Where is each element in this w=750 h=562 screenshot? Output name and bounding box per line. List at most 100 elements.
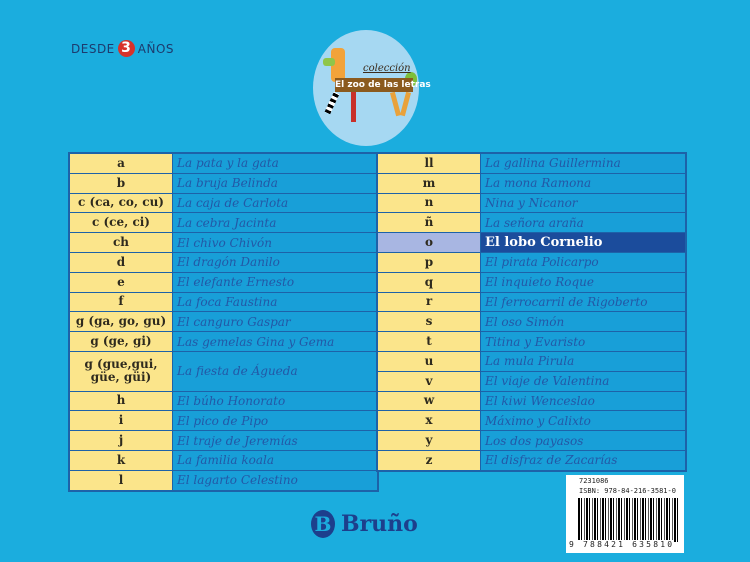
- leg-illustration: [399, 91, 412, 117]
- letter-cell: ch: [68, 232, 173, 253]
- letter-cell: l: [68, 469, 173, 492]
- table-row: c (ca, co, cu) La caja de Carlota: [68, 192, 379, 214]
- letter-cell: v: [376, 370, 481, 392]
- barcode-bars: [578, 498, 678, 542]
- age-number: 3: [117, 40, 135, 57]
- table-row: q El inquieto Roque: [376, 271, 687, 293]
- title-cell: El kiwi Wenceslao: [480, 390, 687, 412]
- table-row: u La mula Pirula: [376, 350, 687, 372]
- title-cell: La fiesta de Águeda: [172, 350, 379, 392]
- table-row: z El disfraz de Zacarías: [376, 449, 687, 472]
- table-row: ll La gallina Guillermina: [376, 152, 687, 174]
- letter-cell: j: [68, 430, 173, 451]
- letter-cell: g (ga, go, gu): [68, 311, 173, 333]
- letter-cell: k: [68, 449, 173, 471]
- letter-cell: b: [68, 172, 173, 194]
- collection-logo: colección El zoo de las letras: [313, 30, 431, 146]
- letter-cell: o: [376, 232, 481, 253]
- title-cell: El disfraz de Zacarías: [480, 449, 687, 472]
- table-row: m La mona Ramona: [376, 172, 687, 194]
- title-cell: La caja de Carlota: [172, 192, 379, 214]
- publisher-mark: B: [311, 510, 335, 538]
- table-row: r El ferrocarril de Rigoberto: [376, 291, 687, 313]
- table-row: n Nina y Nicanor: [376, 192, 687, 214]
- title-cell: La pata y la gata: [172, 152, 379, 174]
- table-row: e El elefante Ernesto: [68, 271, 379, 293]
- title-cell: La foca Faustina: [172, 291, 379, 313]
- title-cell: La familia koala: [172, 449, 379, 471]
- table-row: l El lagarto Celestino: [68, 469, 379, 492]
- letter-cell: d: [68, 251, 173, 273]
- letter-cell: ñ: [376, 212, 481, 234]
- table-row: ch El chivo Chivón: [68, 232, 379, 253]
- title-cell: El inquieto Roque: [480, 271, 687, 293]
- letter-cell: t: [376, 331, 481, 352]
- table-row: g (ge, gi) Las gemelas Gina y Gema: [68, 331, 379, 352]
- title-cell: El oso Simón: [480, 311, 687, 333]
- series-title: El zoo de las letras: [335, 78, 431, 92]
- table-row: k La familia koala: [68, 449, 379, 471]
- table-row: d El dragón Danilo: [68, 251, 379, 273]
- table-row: p El pirata Policarpo: [376, 251, 687, 273]
- letter-cell: h: [68, 390, 173, 412]
- title-cell: Titina y Evaristo: [480, 331, 687, 352]
- title-cell: Las gemelas Gina y Gema: [172, 331, 379, 352]
- title-cell: La señora araña: [480, 212, 687, 234]
- title-cell: Los dos payasos: [480, 430, 687, 451]
- table-row: h El búho Honorato: [68, 390, 379, 412]
- letter-cell: q: [376, 271, 481, 293]
- table-row: c (ce, ci) La cebra Jacinta: [68, 212, 379, 234]
- title-cell: Nina y Nicanor: [480, 192, 687, 214]
- letter-cell: m: [376, 172, 481, 194]
- letter-cell: g (ge, gi): [68, 331, 173, 352]
- publisher-name: Bruño: [341, 511, 418, 537]
- title-cell: La gallina Guillermina: [480, 152, 687, 174]
- barcode-label: 7231086 ISBN: 978-84-216-3581-0 9 788421…: [566, 475, 684, 553]
- title-cell: El búho Honorato: [172, 390, 379, 412]
- title-cell: La bruja Belinda: [172, 172, 379, 194]
- letter-cell: e: [68, 271, 173, 293]
- title-cell: El chivo Chivón: [172, 232, 379, 253]
- letter-cell: a: [68, 152, 173, 174]
- isbn: ISBN: 978-84-216-3581-0: [579, 487, 676, 495]
- title-cell: La mona Ramona: [480, 172, 687, 194]
- table-row: j El traje de Jeremías: [68, 430, 379, 451]
- title-cell: El lagarto Celestino: [172, 469, 379, 492]
- title-cell: El viaje de Valentina: [480, 370, 687, 392]
- letter-cell: p: [376, 251, 481, 273]
- publisher-logo: B Bruño: [311, 510, 418, 538]
- table-row: a La pata y la gata: [68, 152, 379, 174]
- table-row: x Máximo y Calixto: [376, 410, 687, 432]
- title-cell: Máximo y Calixto: [480, 410, 687, 432]
- title-cell: El traje de Jeremías: [172, 430, 379, 451]
- title-cell: El elefante Ernesto: [172, 271, 379, 293]
- table-row: o El lobo Cornelio: [376, 232, 687, 253]
- table-row: f La foca Faustina: [68, 291, 379, 313]
- titles-table-left: a La pata y la gata b La bruja Belinda c (ca…: [68, 152, 379, 492]
- letter-cell: s: [376, 311, 481, 333]
- table-row: t Titina y Evaristo: [376, 331, 687, 352]
- table-row: b La bruja Belinda: [68, 172, 379, 194]
- title-cell: El canguro Gaspar: [172, 311, 379, 333]
- title-cell: La mula Pirula: [480, 350, 687, 372]
- table-row: w El kiwi Wenceslao: [376, 390, 687, 412]
- letter-cell: r: [376, 291, 481, 313]
- letter-cell: u: [376, 350, 481, 372]
- title-cell: La cebra Jacinta: [172, 212, 379, 234]
- giraffe-head-illustration: [323, 58, 335, 66]
- age-suffix: AÑOS: [137, 41, 175, 56]
- table-row: g (ga, go, gu) El canguro Gaspar: [68, 311, 379, 333]
- giraffe-illustration: [331, 48, 345, 82]
- table-row: s El oso Simón: [376, 311, 687, 333]
- collection-label: colección: [363, 63, 411, 74]
- table-row: i El pico de Pipo: [68, 410, 379, 432]
- letter-cell: y: [376, 430, 481, 451]
- title-cell: El pico de Pipo: [172, 410, 379, 432]
- zebra-leg-illustration: [324, 91, 340, 115]
- letter-cell: x: [376, 410, 481, 432]
- title-cell: El pirata Policarpo: [480, 251, 687, 273]
- letter-cell: c (ce, ci): [68, 212, 173, 234]
- letter-cell: z: [376, 449, 481, 472]
- product-code: 7231086: [579, 477, 609, 485]
- letter-cell: i: [68, 410, 173, 432]
